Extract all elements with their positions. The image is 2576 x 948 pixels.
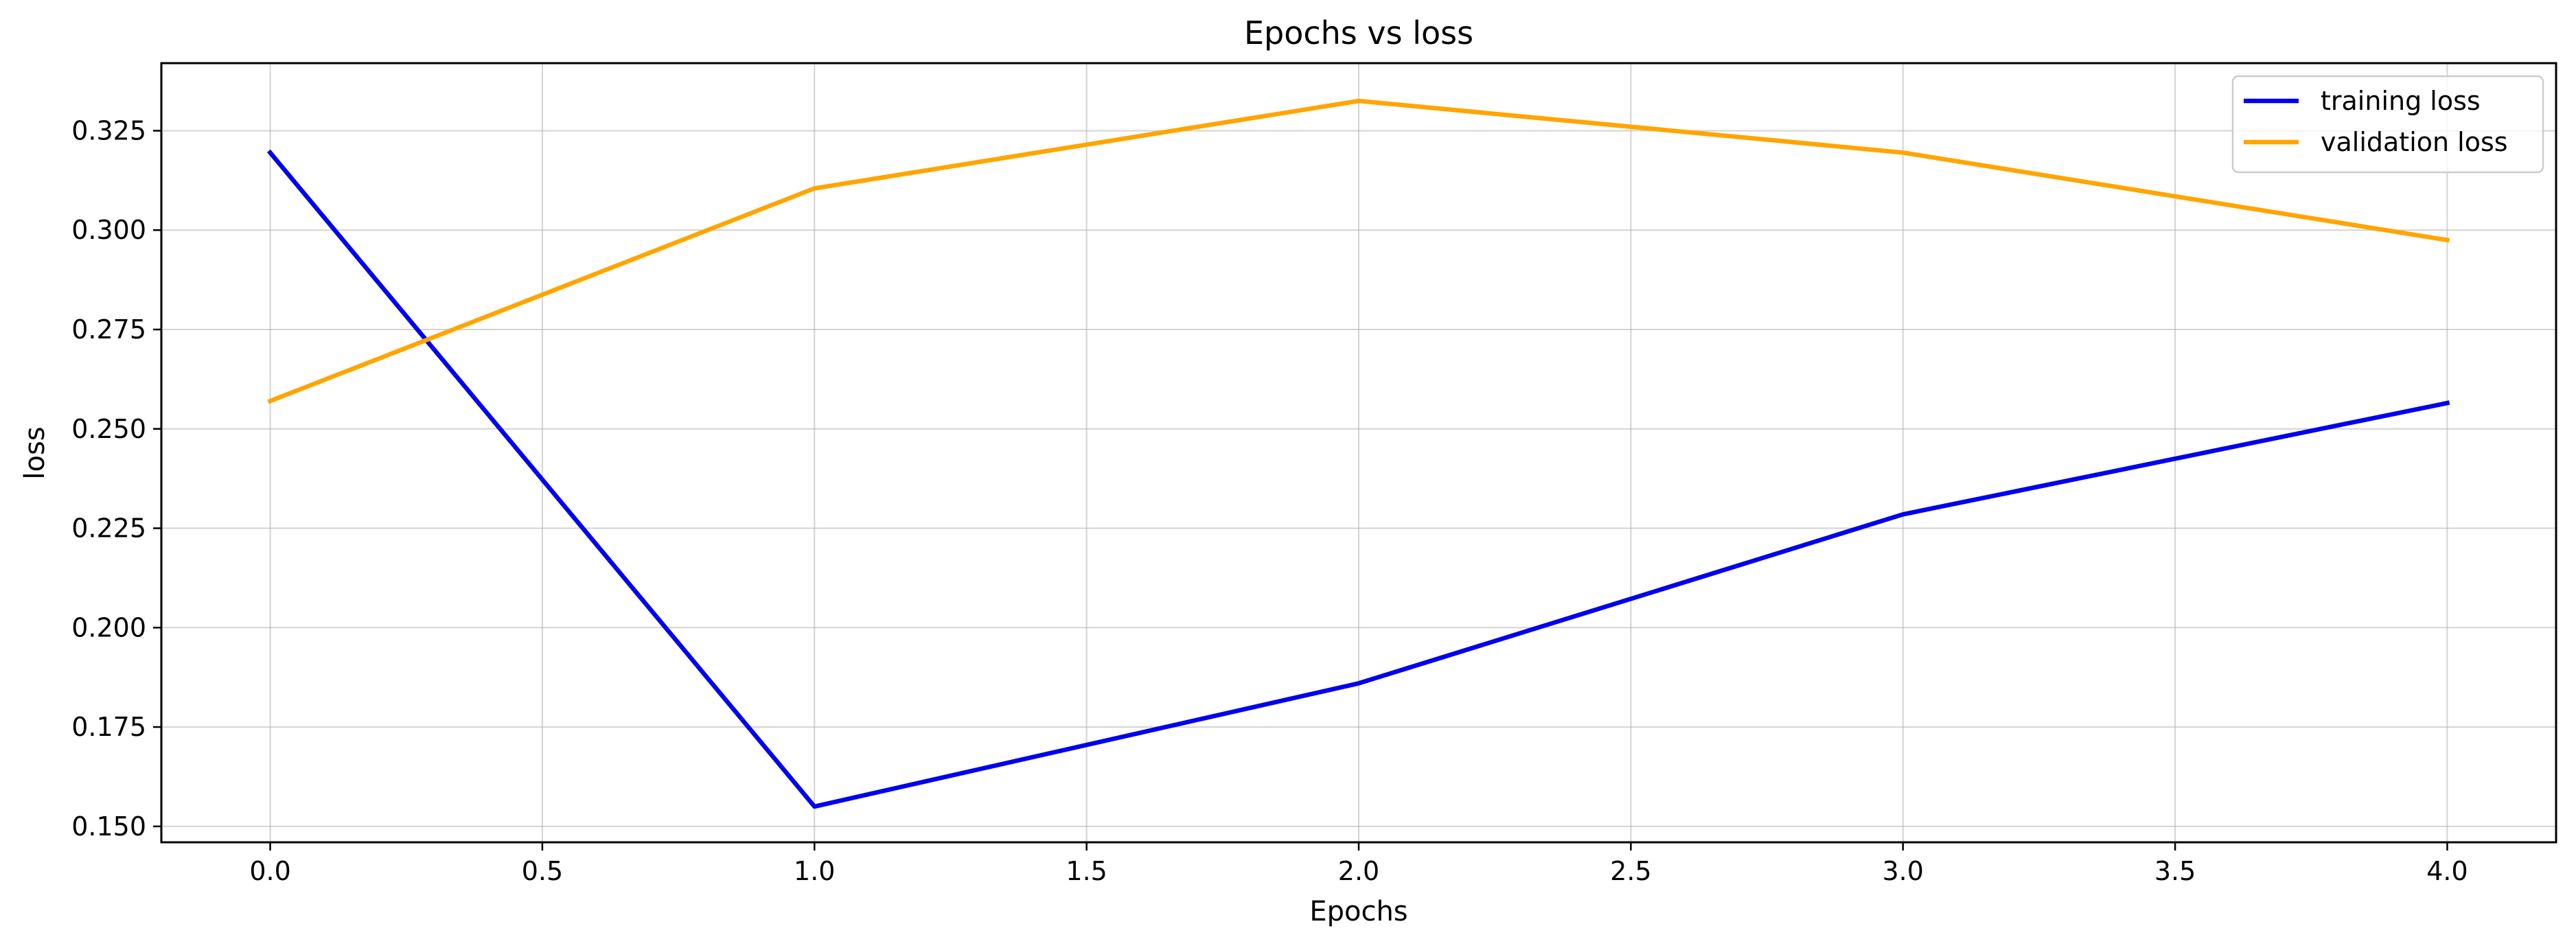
y-axis-ticks: 0.150 0.175 0.200 0.225 0.250 0.275 0.300 0.325 — [71, 115, 161, 842]
y-tick-label: 0.325 — [71, 115, 146, 146]
chart-title: Epochs vs loss — [1244, 14, 1473, 51]
y-tick-label: 0.150 — [71, 811, 146, 842]
y-tick-label: 0.200 — [71, 612, 146, 643]
x-axis-ticks: 0.0 0.5 1.0 1.5 2.0 2.5 3.0 3.5 4.0 — [249, 842, 2468, 886]
x-tick-label: 2.5 — [1610, 856, 1651, 886]
legend-label: training loss — [2321, 86, 2481, 116]
y-tick-label: 0.275 — [71, 314, 146, 345]
x-tick-label: 3.0 — [1883, 856, 1924, 886]
x-tick-label: 0.5 — [522, 856, 563, 886]
y-tick-label: 0.300 — [71, 215, 146, 245]
y-tick-label: 0.225 — [71, 513, 146, 544]
y-tick-label: 0.250 — [71, 414, 146, 444]
grid — [161, 63, 2556, 842]
x-tick-label: 3.5 — [2154, 856, 2196, 886]
x-tick-label: 0.0 — [249, 856, 290, 886]
legend-label: validation loss — [2321, 127, 2508, 157]
x-tick-label: 1.5 — [1066, 856, 1107, 886]
y-axis-label: loss — [19, 426, 51, 479]
series-lines — [266, 98, 2450, 809]
series-line — [267, 98, 2450, 404]
x-tick-label: 4.0 — [2426, 856, 2468, 886]
y-tick-label: 0.175 — [71, 712, 146, 742]
x-tick-label: 2.0 — [1338, 856, 1379, 886]
series-line — [266, 149, 2450, 809]
legend: training loss validation loss — [2231, 75, 2544, 174]
legend-box — [2231, 75, 2544, 174]
x-axis-label: Epochs — [1309, 896, 1407, 927]
x-tick-label: 1.0 — [794, 856, 835, 886]
